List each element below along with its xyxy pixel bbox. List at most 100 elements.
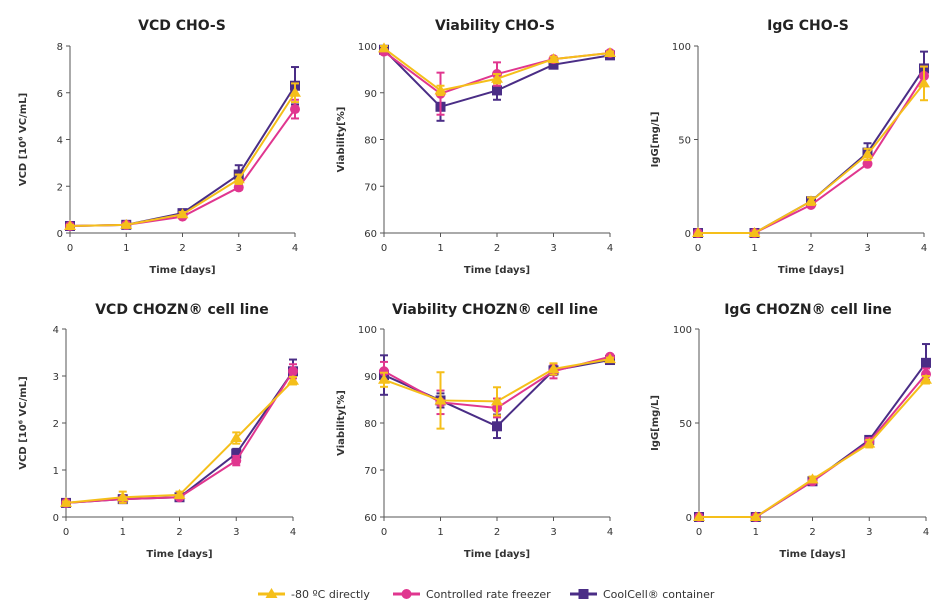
series-circle [694,367,931,522]
series-line [69,92,296,227]
series-triangle [692,65,930,237]
x-tick-label: 2 [176,527,182,538]
y-tick-label: 80 [364,136,377,147]
y-tick-label: 0 [686,513,692,524]
series-square [694,343,931,522]
x-axis-label: Time [days] [464,265,530,276]
x-axis-label: Time [days] [464,549,530,560]
legend-label: CoolCell® container [603,588,715,601]
chart-title: Viability CHO-S [435,18,555,34]
data-point [491,395,503,406]
series-square [61,358,298,508]
series-line [65,370,294,504]
y-axis-label: VCD [10⁶ VC/mL] [18,376,29,469]
y-tick-label: 50 [679,419,692,430]
series-circle [693,65,929,238]
y-tick-label: 0 [53,513,59,524]
x-tick-label: 4 [921,243,927,254]
data-point [233,182,244,193]
data-point [547,362,560,373]
data-point [231,455,242,466]
data-point [232,173,245,184]
data-point [434,84,447,95]
x-tick-label: 0 [381,243,387,254]
x-axis-label: Time [days] [149,265,215,276]
data-point [693,511,705,521]
y-tick-label: 100 [673,325,692,336]
x-tick-label: 0 [695,243,701,254]
data-point [862,158,873,169]
data-point [492,421,502,432]
series-triangle [60,374,299,507]
y-tick-label: 80 [364,419,377,430]
y-tick-label: 50 [678,136,691,147]
data-point [287,374,299,385]
x-tick-label: 1 [437,243,443,254]
y-axis-label: Viability[%] [336,390,347,456]
chart-title: VCD CHO-S [138,18,226,34]
y-axis-label: IgG[mg/L] [650,112,661,168]
y-tick-label: 70 [364,466,377,477]
y-tick-label: 100 [358,42,377,53]
x-tick-label: 1 [751,243,757,254]
data-point [378,42,390,53]
data-point [548,59,559,70]
y-tick-label: 90 [364,372,377,383]
x-tick-label: 1 [120,527,126,538]
x-tick-label: 2 [808,243,814,254]
legend-item: Controlled rate freezer [393,588,551,601]
x-tick-label: 1 [437,527,443,538]
data-point [378,373,390,384]
y-tick-label: 3 [53,372,59,383]
chart-panel: VCD CHO-S 0 2 4 6 8 0 1 2 3 4 Time [days] VCD [10⁶ V… [18,18,301,276]
data-point [806,473,819,484]
data-point [491,72,503,83]
y-tick-label: 1 [53,466,59,477]
x-tick-label: 3 [550,243,556,254]
series-triangle [693,373,932,521]
y-tick-label: 2 [53,419,59,430]
y-axis-label: Viability[%] [336,107,347,173]
series-line [698,82,925,234]
chart-panel: Viability CHO-S 60 70 80 90 100 0 1 2 3 4 Time [day… [336,18,616,276]
data-point [921,357,931,368]
legend-marker [401,589,412,599]
x-tick-label: 1 [123,243,129,254]
series-line [699,379,927,518]
x-tick-label: 3 [864,243,870,254]
data-point [805,195,817,206]
data-point [290,104,300,115]
y-tick-label: 6 [57,89,63,100]
data-point [289,86,301,97]
y-tick-label: 100 [672,42,691,53]
data-point [604,353,616,364]
x-tick-label: 2 [809,527,815,538]
x-tick-label: 3 [233,527,239,538]
y-tick-label: 60 [364,513,377,524]
chart-panel: IgG CHOZN® cell line 0 50 100 0 1 2 3 4 Time [day… [650,302,932,560]
data-point [692,227,704,237]
y-tick-label: 90 [364,89,377,100]
x-tick-label: 2 [494,243,500,254]
x-tick-label: 3 [866,527,872,538]
x-tick-label: 0 [696,527,702,538]
x-tick-label: 4 [292,243,298,254]
x-tick-label: 0 [381,527,387,538]
data-point [492,85,502,96]
chart-title: IgG CHO-S [767,18,849,34]
data-point [173,488,186,499]
chart-panel: Viability CHOZN® cell line 60 70 80 90 100 0 1 2… [336,302,616,560]
data-point [434,394,447,405]
series-triangle [64,82,301,230]
data-point [60,496,72,507]
x-tick-label: 0 [67,243,73,254]
series-circle [61,363,298,508]
x-tick-label: 2 [494,527,500,538]
data-point [288,366,298,377]
y-axis-label: VCD [10⁶ VC/mL] [18,93,29,186]
series-square [65,66,300,231]
data-point [863,437,876,448]
x-tick-label: 3 [236,243,242,254]
data-point [604,47,616,58]
y-tick-label: 2 [57,182,63,193]
